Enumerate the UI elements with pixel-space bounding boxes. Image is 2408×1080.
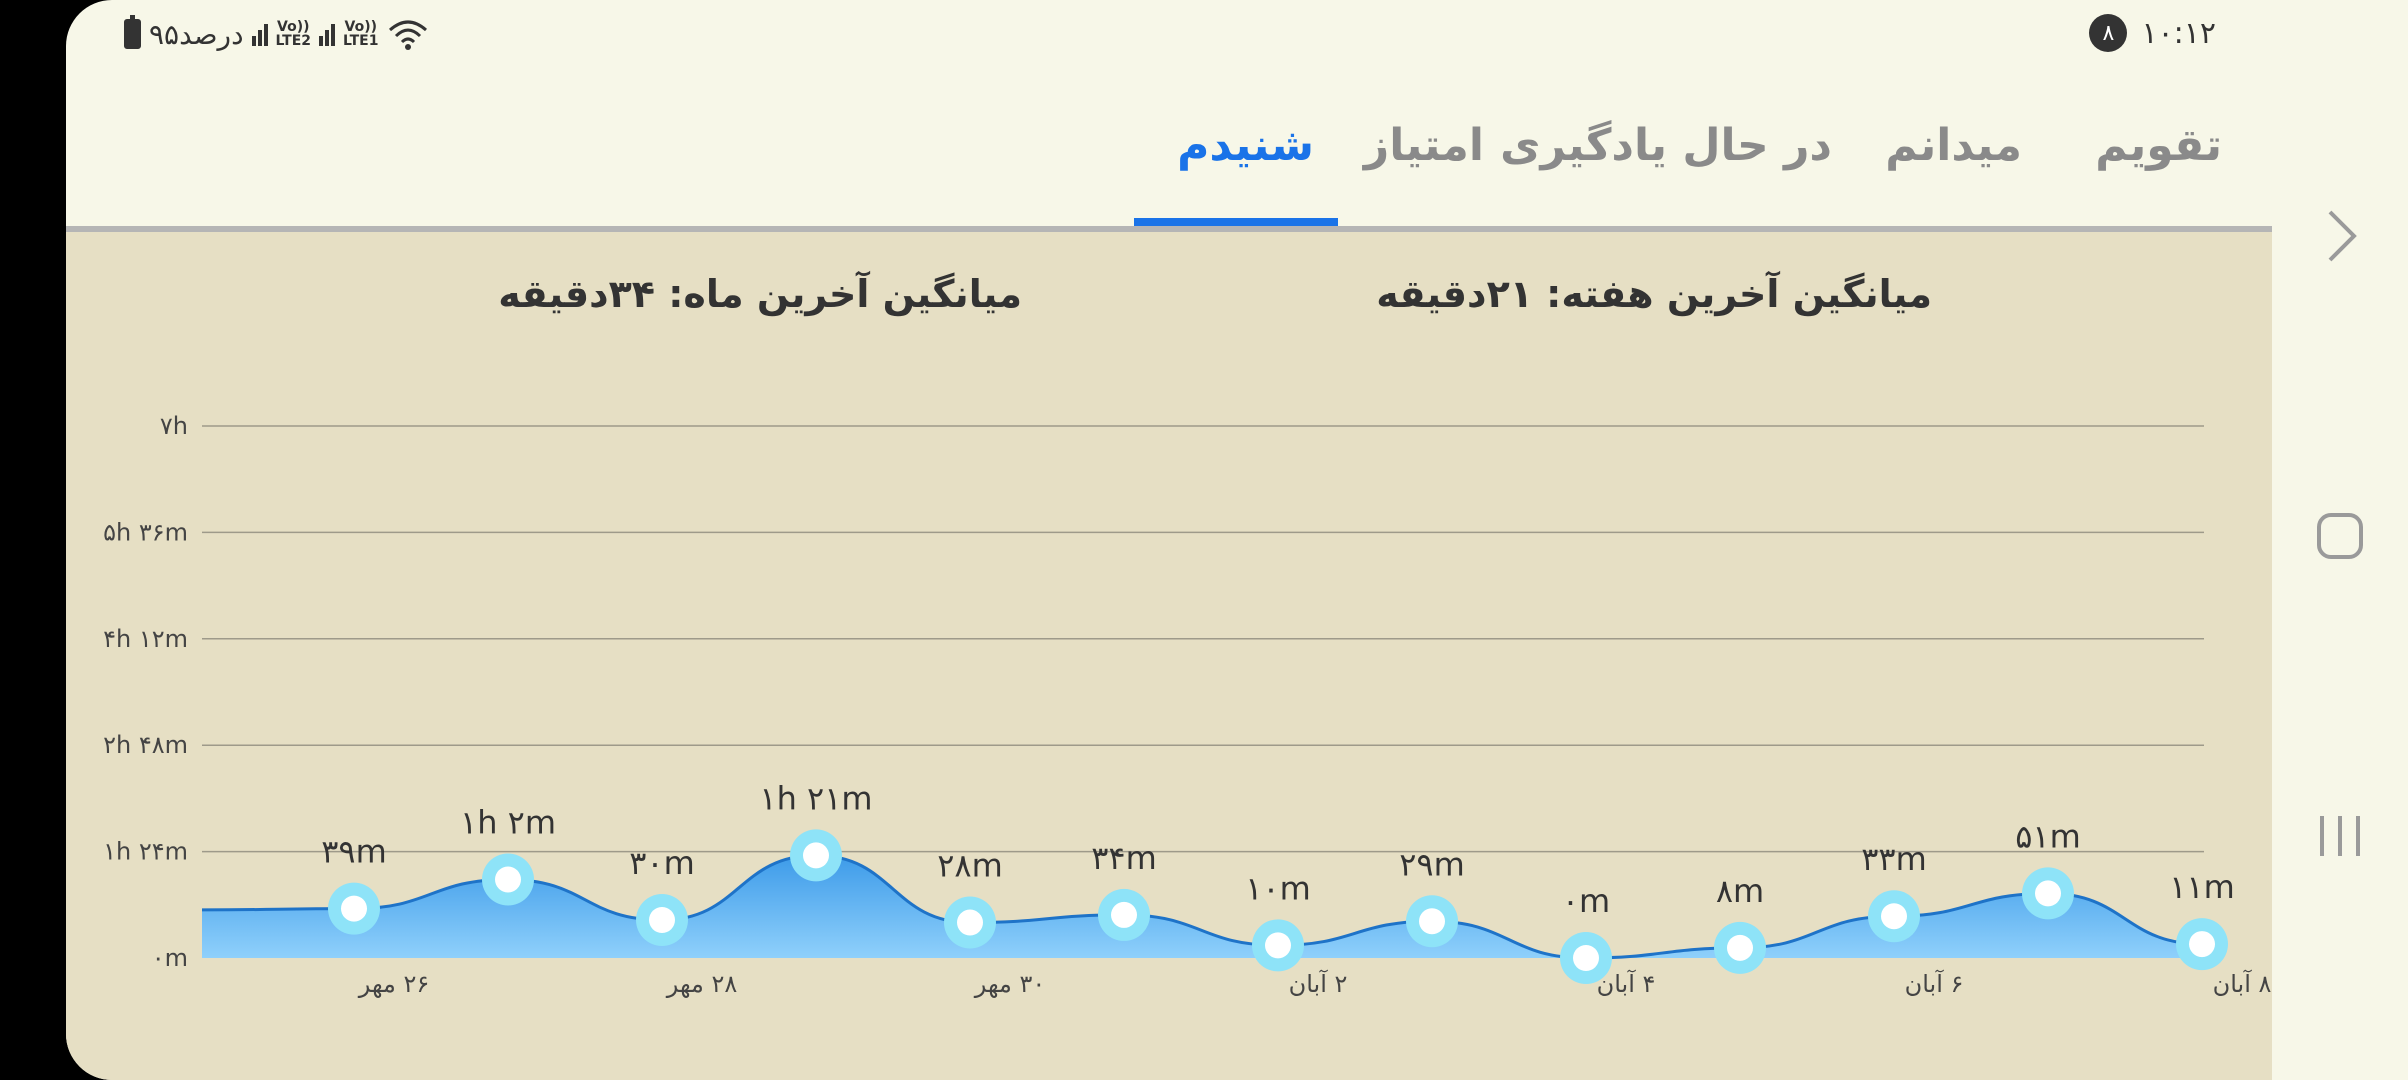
x-tick-label: ۸ آبان bbox=[2213, 969, 2272, 998]
data-label: ۸m bbox=[1716, 872, 1764, 910]
data-point-center bbox=[2035, 880, 2061, 907]
data-point-center bbox=[2189, 931, 2215, 958]
tab-learning[interactable]: در حال یادگیری bbox=[1500, 120, 1832, 171]
y-tick-label: ۱h ۲۴m bbox=[103, 838, 188, 866]
notification-badge: ۸ bbox=[2089, 14, 2128, 52]
y-tick-label: ۰m bbox=[152, 944, 188, 972]
listening-chart: ۰m ۱h ۲۴m ۲h ۴۸m ۴h ۱۲m ۵h ۳۶m ۷h ۳۹m ۱h ۲m ۳۰m ۱… bbox=[103, 412, 2272, 998]
tab-calendar[interactable]: تقویم bbox=[2095, 120, 2222, 171]
recent-apps-icon[interactable] bbox=[2310, 806, 2370, 866]
x-tick-label: ۳۰ مهر bbox=[974, 970, 1046, 998]
data-point-center bbox=[1727, 934, 1753, 961]
data-label: ۱h ۲۱m bbox=[759, 779, 872, 817]
status-bar-right: ۸ ۱۰:۱۲ bbox=[2089, 14, 2216, 52]
tab-known[interactable]: میدانم bbox=[1885, 120, 2022, 171]
clock: ۱۰:۱۲ bbox=[2141, 15, 2216, 51]
x-tick-label: ۴ آبان bbox=[1597, 969, 1656, 998]
data-label: ۳۴m bbox=[1091, 839, 1157, 877]
month-average: میانگین آخرین ماه: ۳۴دقیقه bbox=[498, 272, 1022, 316]
data-point-center bbox=[1265, 932, 1291, 959]
data-point-center bbox=[957, 909, 983, 936]
data-point-center bbox=[1881, 903, 1907, 930]
tab-score[interactable]: امتیاز bbox=[1363, 120, 1484, 171]
data-point-center bbox=[341, 895, 367, 922]
wifi-icon bbox=[389, 20, 428, 50]
back-chevron-icon[interactable] bbox=[2310, 206, 2370, 266]
x-tick-label: ۲۶ مهر bbox=[358, 970, 430, 998]
volte2-icon: Vo)) LTE2 bbox=[275, 19, 312, 49]
battery-icon bbox=[124, 15, 141, 49]
signal-icon bbox=[251, 22, 268, 46]
data-point-center bbox=[1111, 901, 1137, 928]
system-nav-bar bbox=[2272, 0, 2408, 1080]
data-point-center bbox=[1419, 908, 1445, 935]
data-label: ۳۰m bbox=[629, 844, 695, 882]
y-tick-label: ۲h ۴۸m bbox=[103, 731, 188, 759]
data-label: ۳۳m bbox=[1861, 840, 1927, 878]
tab-heard[interactable]: شنیدم bbox=[1177, 120, 1314, 171]
data-label: ۰m bbox=[1562, 882, 1610, 920]
home-icon[interactable] bbox=[2310, 506, 2370, 566]
data-label: ۳۹m bbox=[321, 833, 387, 871]
data-label: ۲۸m bbox=[937, 847, 1003, 885]
active-tab-indicator bbox=[1134, 218, 1338, 226]
app-screen: ۹۵درصد Vo)) LTE2 Vo)) LTE1 ۸ ۱۰:۱۲ تقویم م… bbox=[66, 0, 2272, 1080]
x-tick-label: ۲ آبان bbox=[1289, 969, 1348, 998]
data-label: ۱۰m bbox=[1245, 869, 1311, 907]
y-tick-label: ۵h ۳۶m bbox=[103, 518, 188, 546]
area-fill bbox=[202, 855, 2202, 958]
y-tick-label: ۷h bbox=[160, 412, 188, 440]
data-label: ۱۱m bbox=[2169, 868, 2235, 906]
volte1-icon: Vo)) LTE1 bbox=[343, 19, 379, 49]
signal-icon bbox=[319, 22, 336, 46]
data-label: ۲۹m bbox=[1399, 845, 1465, 883]
data-label: ۱h ۲m bbox=[460, 803, 556, 841]
data-point-center bbox=[495, 866, 521, 893]
x-tick-label: ۲۸ مهر bbox=[666, 970, 738, 998]
data-point-center bbox=[1573, 945, 1599, 971]
data-point-center bbox=[649, 907, 675, 933]
tab-bar: تقویم میدانم در حال یادگیری امتیاز شنیدم bbox=[66, 100, 2272, 230]
status-bar-left: ۹۵درصد Vo)) LTE2 Vo)) LTE1 bbox=[124, 15, 430, 52]
chart-panel: میانگین آخرین هفته: ۲۱دقیقه میانگین آخری… bbox=[66, 232, 2272, 1080]
week-average: میانگین آخرین هفته: ۲۱دقیقه bbox=[1376, 272, 1932, 316]
data-point-center bbox=[803, 842, 829, 869]
tabs-divider bbox=[66, 226, 2272, 232]
x-tick-label: ۶ آبان bbox=[1905, 969, 1964, 998]
y-tick-label: ۴h ۱۲m bbox=[103, 625, 188, 653]
data-label: ۵۱m bbox=[2015, 817, 2081, 855]
battery-text: ۹۵درصد bbox=[149, 17, 244, 51]
